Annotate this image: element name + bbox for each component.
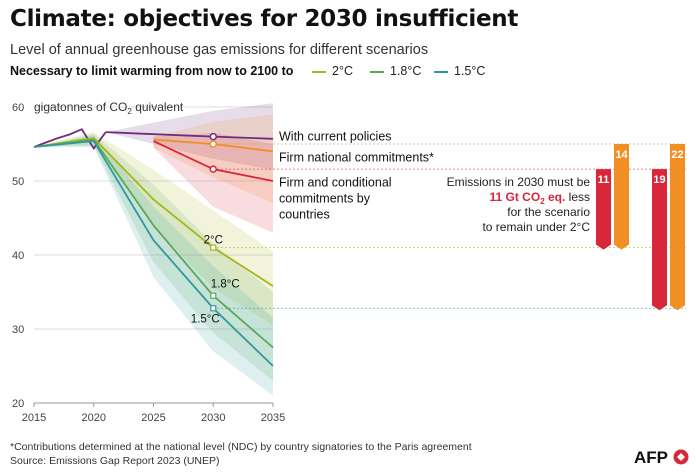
legend-item-1-8c: 1.8°C — [370, 64, 421, 78]
legend-title: Necessary to limit warming from now to 2… — [10, 64, 294, 78]
chart-title: Climate: objectives for 2030 insufficien… — [10, 6, 519, 32]
band-firmcond — [153, 132, 273, 233]
series-line-c15 — [33, 140, 274, 367]
scenario-label-c2: 2°C — [204, 235, 223, 247]
annotation-line-3: for the scenario — [507, 205, 590, 219]
series-line-c18 — [33, 138, 274, 349]
annotation-line-2: 11 Gt CO2 eq. less — [490, 190, 591, 206]
band-firm — [153, 114, 273, 204]
gap-bar-label-1-0: 11 — [598, 174, 610, 186]
y-axis-label-sub: 2 — [127, 107, 132, 116]
gap-bar-2-0 — [652, 169, 667, 311]
series-label-firmcond-0: Firm and conditional — [279, 175, 392, 189]
annotation-value: 11 Gt CO — [490, 190, 541, 204]
marker-2030-current — [209, 132, 217, 141]
marker-2030-firmcond — [209, 165, 217, 173]
annotation-line-1: Emissions in 2030 must be — [447, 175, 591, 189]
band-current — [105, 103, 273, 170]
marker-2030-c18 — [210, 292, 217, 299]
legend-item-1-5c: 1.5°C — [434, 64, 485, 78]
afp-logo-mark — [677, 453, 685, 461]
y-tick-label-50: 50 — [12, 176, 24, 188]
line-layer — [33, 128, 274, 367]
annotation-line-2-rest: less — [565, 190, 590, 204]
gap-bar-1-1 — [614, 144, 629, 250]
legend-item-2c: 2°C — [312, 64, 353, 78]
x-tick-label-2025: 2025 — [141, 412, 165, 424]
gap-bar-label-1-1: 14 — [615, 149, 628, 161]
marker-2030-c15 — [210, 305, 217, 312]
annotation-line-4: to remain under 2°C — [482, 220, 590, 234]
legend-swatch-1-8c — [370, 70, 384, 73]
series-label-current-0: With current policies — [279, 130, 392, 144]
band-c2 — [34, 132, 273, 326]
gap-bar-1-0 — [596, 169, 611, 250]
y-tick-label-30: 30 — [12, 324, 24, 336]
x-tick-label-2030: 2030 — [201, 412, 225, 424]
grid-layer — [34, 106, 273, 330]
legend-label-1-5c: 1.5°C — [454, 64, 486, 78]
afp-logo: AFP — [634, 448, 689, 467]
legend-label-2c: 2°C — [332, 64, 353, 78]
y-tick-label-60: 60 — [12, 102, 24, 114]
scenario-label-c15: 1.5°C — [191, 313, 220, 325]
marker-2030-firm — [209, 140, 217, 148]
scenario-label-c18: 1.8°C — [211, 279, 240, 291]
footnote: *Contributions determined at the nationa… — [10, 441, 472, 453]
marker-2030-c2 — [210, 244, 217, 251]
x-tick-label-2035: 2035 — [261, 412, 285, 424]
gap-bar-label-2-1: 22 — [671, 149, 683, 161]
legend-label-1-8c: 1.8°C — [390, 64, 422, 78]
y-axis-label-suffix: quivalent — [132, 100, 184, 114]
band-c15 — [34, 135, 273, 396]
annotation-value-suffix: eq. — [545, 190, 566, 204]
source-note: Source: Emissions Gap Report 2023 (UNEP) — [10, 455, 220, 467]
gap-bar-label-2-0: 19 — [653, 174, 665, 186]
legend-swatch-1-5c — [434, 70, 448, 73]
legend-swatch-2c — [312, 70, 326, 73]
y-tick-label-40: 40 — [12, 250, 24, 262]
series-label-firmcond-1: commitments by — [279, 191, 371, 205]
band-c18 — [34, 133, 273, 381]
afp-logo-text: AFP — [634, 448, 668, 467]
chart-subtitle: Level of annual greenhouse gas emissions… — [10, 42, 429, 58]
x-tick-label-2015: 2015 — [22, 412, 46, 424]
series-line-c2 — [33, 137, 274, 287]
gap-bars-layer: 11 14 19 22 — [596, 144, 685, 311]
band-layer — [34, 103, 273, 396]
historical-emissions-line — [33, 128, 107, 151]
label-layer: With current policies Firm national commi… — [191, 130, 686, 325]
x-tick-label-2020: 2020 — [82, 412, 106, 424]
annotation-value-sub: 2 — [540, 197, 545, 206]
series-label-firmcond-2: countries — [279, 207, 330, 221]
y-tick-label-20: 20 — [12, 398, 24, 410]
gap-bar-2-1 — [670, 144, 685, 311]
series-label-firm-0: Firm national commitments* — [279, 150, 434, 164]
y-axis-label-main: gigatonnes of CO — [34, 100, 127, 114]
y-axis-label: gigatonnes of CO2 quivalent — [34, 100, 184, 116]
